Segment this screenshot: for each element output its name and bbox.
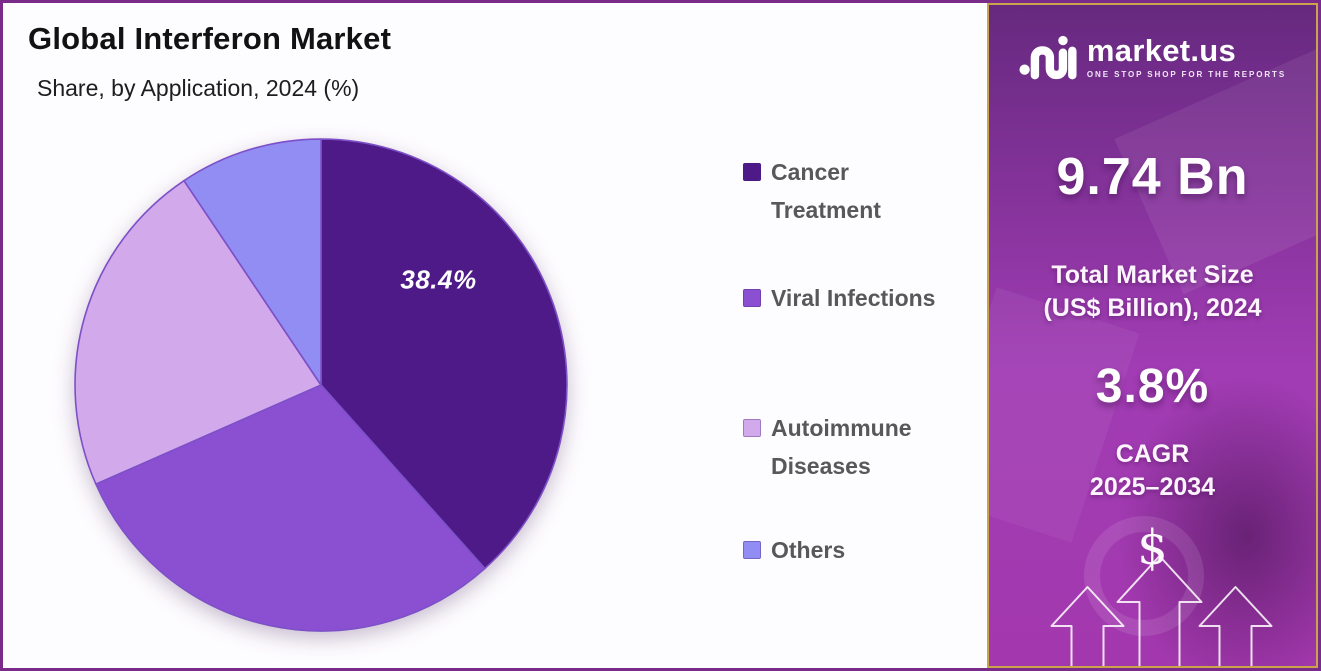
- market-size-value: 9.74 Bn: [1056, 148, 1249, 206]
- brand-logo: market.us ONE STOP SHOP FOR THE REPORTS: [989, 32, 1316, 81]
- pie-slice-0: [320, 138, 568, 570]
- brand-tagline: ONE STOP SHOP FOR THE REPORTS: [1086, 69, 1287, 79]
- sidebar-photo-overlay: [989, 287, 1140, 543]
- legend-item-viral-infections: Viral Infections: [743, 279, 968, 317]
- legend-item-autoimmune-diseases: Autoimmune Diseases: [743, 409, 968, 485]
- legend-label: Cancer Treatment: [771, 159, 881, 223]
- pie-slice-2: [74, 179, 322, 485]
- market-size-label: Total Market Size (US$ Billion), 2024: [989, 259, 1316, 325]
- brand-name: market.us: [1086, 32, 1237, 68]
- legend-label: Autoimmune Diseases: [771, 415, 912, 479]
- market-size-label-line2: (US$ Billion), 2024: [1043, 294, 1262, 322]
- dollar-icon: $: [1137, 520, 1168, 576]
- pie-data-label: 38.4%: [400, 264, 477, 295]
- pie-slice-3: [183, 138, 322, 386]
- legend: Cancer Treatment Viral Infections Autoim…: [743, 153, 968, 569]
- chart-area: Global Interferon Market Share, by Appli…: [3, 3, 987, 668]
- chart-title: Global Interferon Market: [28, 21, 392, 56]
- legend-swatch: [743, 289, 761, 307]
- legend-swatch: [743, 541, 761, 559]
- sidebar: market.us ONE STOP SHOP FOR THE REPORTS …: [987, 3, 1318, 668]
- brand-logo-text: market.us ONE STOP SHOP FOR THE REPORTS: [1087, 35, 1286, 79]
- cagr-value: 3.8%: [1095, 360, 1210, 413]
- growth-arrows-icon: [1050, 555, 1272, 666]
- cagr-label-line2: 2025–2034: [1089, 473, 1216, 501]
- legend-label: Viral Infections: [771, 285, 936, 311]
- market-size-label-line1: Total Market Size: [1051, 261, 1254, 289]
- legend-swatch: [743, 163, 761, 181]
- legend-swatch: [743, 419, 761, 437]
- pie-svg: [74, 138, 568, 632]
- pie-chart: 38.4%: [71, 135, 571, 635]
- legend-item-cancer-treatment: Cancer Treatment: [743, 153, 968, 229]
- pie-slice-1: [95, 384, 486, 632]
- cagr-label: CAGR 2025–2034: [989, 438, 1316, 504]
- cagr-label-line1: CAGR: [1115, 440, 1190, 468]
- chart-subtitle: Share, by Application, 2024 (%): [37, 75, 360, 101]
- legend-item-others: Others: [743, 531, 968, 569]
- legend-label: Others: [771, 537, 846, 563]
- marketus-logo-icon: [1019, 35, 1077, 80]
